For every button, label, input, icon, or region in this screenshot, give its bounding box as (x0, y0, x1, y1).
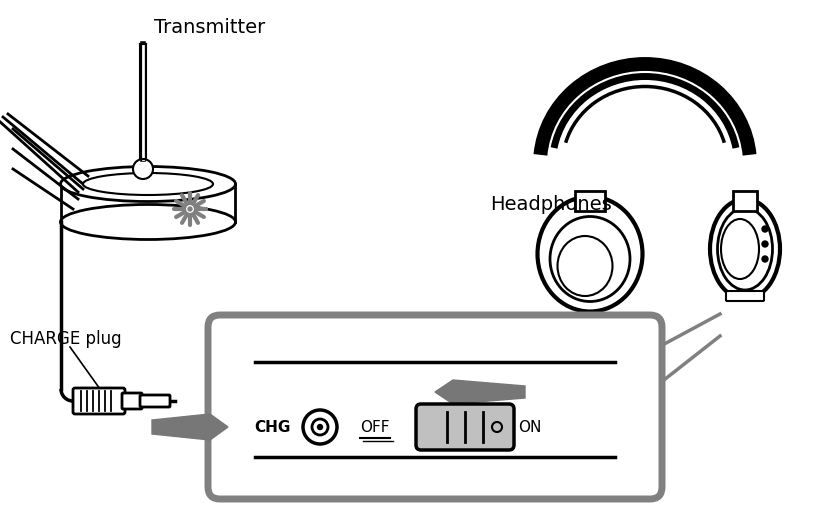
Ellipse shape (60, 205, 236, 240)
Circle shape (188, 208, 192, 212)
Text: OFF: OFF (361, 420, 390, 435)
FancyBboxPatch shape (575, 191, 605, 212)
FancyBboxPatch shape (122, 393, 142, 409)
FancyBboxPatch shape (208, 316, 662, 499)
Circle shape (318, 425, 323, 430)
Circle shape (762, 227, 768, 233)
Ellipse shape (721, 219, 759, 279)
Ellipse shape (60, 167, 236, 202)
Ellipse shape (718, 209, 772, 291)
Ellipse shape (550, 217, 630, 302)
Ellipse shape (710, 200, 780, 299)
Text: CHG: CHG (254, 420, 290, 435)
Text: Transmitter: Transmitter (155, 18, 265, 37)
FancyBboxPatch shape (73, 388, 125, 414)
Polygon shape (435, 380, 525, 404)
Circle shape (492, 422, 502, 432)
FancyBboxPatch shape (733, 191, 757, 212)
Ellipse shape (557, 237, 613, 296)
Ellipse shape (538, 197, 643, 312)
Circle shape (762, 242, 768, 247)
Circle shape (312, 419, 328, 435)
Text: Headphones: Headphones (490, 194, 612, 214)
Text: ON: ON (519, 420, 542, 435)
FancyBboxPatch shape (416, 404, 514, 450)
FancyBboxPatch shape (140, 395, 170, 407)
Circle shape (185, 205, 195, 215)
Ellipse shape (83, 174, 213, 195)
Circle shape (133, 160, 153, 180)
Text: CHARGE plug: CHARGE plug (10, 329, 122, 347)
FancyBboxPatch shape (726, 292, 764, 301)
Circle shape (762, 257, 768, 263)
Circle shape (303, 410, 337, 444)
Polygon shape (152, 414, 228, 440)
